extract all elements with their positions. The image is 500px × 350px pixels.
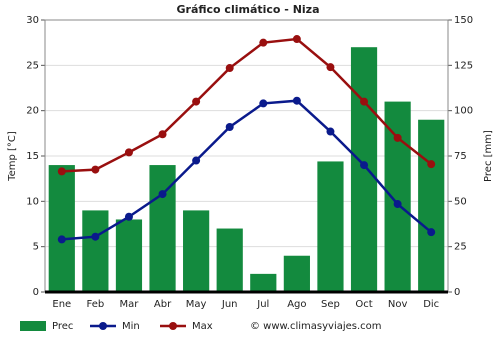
point bbox=[259, 38, 268, 47]
x-tick-label: Mar bbox=[120, 299, 140, 310]
bar bbox=[283, 255, 310, 292]
y-tick-label: 20 bbox=[26, 106, 39, 117]
x-tick-label: Nov bbox=[388, 299, 408, 310]
x-tick-label: Feb bbox=[87, 299, 105, 310]
point bbox=[192, 97, 201, 106]
point bbox=[225, 64, 234, 73]
y-tick-label: 0 bbox=[33, 287, 39, 298]
x-tick-label: Dic bbox=[423, 299, 439, 310]
point bbox=[124, 148, 133, 157]
bar bbox=[115, 219, 143, 292]
bar bbox=[216, 228, 243, 292]
point bbox=[158, 130, 167, 139]
bar bbox=[418, 119, 445, 292]
legend-label: Prec bbox=[52, 321, 73, 332]
bar bbox=[250, 273, 277, 292]
bar bbox=[48, 165, 75, 292]
point bbox=[91, 232, 100, 241]
point bbox=[393, 200, 402, 209]
point bbox=[427, 160, 436, 169]
legend-swatch bbox=[99, 322, 107, 330]
point bbox=[57, 235, 66, 244]
x-tick-label: Ene bbox=[52, 299, 71, 310]
x-tick-label: Oct bbox=[355, 299, 372, 310]
y2-tick-label: 100 bbox=[454, 106, 473, 117]
y-tick-label: 5 bbox=[33, 242, 39, 253]
bar bbox=[350, 47, 378, 293]
point bbox=[158, 190, 167, 199]
y2-tick-label: 25 bbox=[454, 242, 467, 253]
legend-label: Max bbox=[192, 321, 213, 332]
y2-tick-label: 125 bbox=[454, 60, 473, 71]
y-tick-label: 30 bbox=[26, 15, 39, 26]
x-tick-label: Ago bbox=[287, 299, 306, 310]
point bbox=[393, 133, 402, 142]
point bbox=[225, 122, 234, 131]
y2-axis-title: Prec [mm] bbox=[483, 130, 494, 182]
y-tick-label: 10 bbox=[26, 196, 39, 207]
chart-title: Gráfico climático - Niza bbox=[176, 3, 319, 16]
point bbox=[427, 228, 436, 237]
y2-tick-label: 50 bbox=[454, 196, 467, 207]
x-tick-label: Jul bbox=[256, 299, 269, 310]
x-tick-label: Jun bbox=[221, 299, 238, 310]
legend-swatch bbox=[169, 322, 177, 330]
point bbox=[326, 127, 335, 136]
y2-tick-label: 75 bbox=[454, 151, 467, 162]
point bbox=[192, 156, 201, 165]
point bbox=[91, 165, 100, 174]
y-axis-title: Temp [°C] bbox=[7, 131, 18, 182]
line bbox=[61, 37, 432, 173]
point bbox=[360, 161, 369, 170]
y2-tick-label: 150 bbox=[454, 15, 473, 26]
bar bbox=[82, 210, 109, 292]
x-tick-label: Sep bbox=[321, 299, 340, 310]
y2-tick-label: 0 bbox=[454, 287, 460, 298]
x-tick-label: May bbox=[186, 299, 207, 310]
point bbox=[57, 167, 66, 176]
point bbox=[259, 99, 268, 108]
y-tick-label: 15 bbox=[26, 151, 39, 162]
legend-label: Min bbox=[122, 321, 140, 332]
point bbox=[124, 212, 133, 221]
point bbox=[326, 63, 335, 72]
point bbox=[292, 35, 301, 44]
line bbox=[61, 99, 433, 241]
x-tick-label: Abr bbox=[154, 299, 172, 310]
legend-swatch bbox=[20, 321, 46, 331]
bar bbox=[317, 161, 344, 292]
bar bbox=[384, 101, 411, 292]
source: © www.climasyviajes.com bbox=[250, 321, 382, 332]
bar bbox=[183, 210, 210, 292]
y-tick-label: 25 bbox=[26, 60, 39, 71]
point bbox=[360, 97, 369, 106]
point bbox=[292, 96, 301, 105]
